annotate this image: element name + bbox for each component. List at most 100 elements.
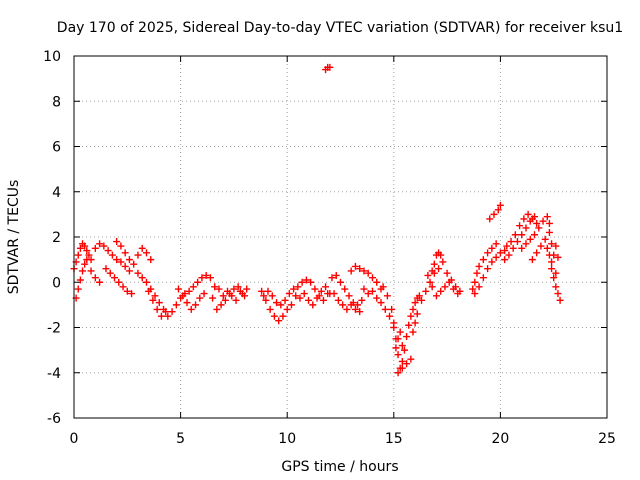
- data-point: [138, 274, 146, 282]
- data-point: [196, 294, 204, 302]
- data-point: [260, 292, 268, 300]
- data-point: [484, 265, 492, 273]
- y-axis-label: SDTVAR / TECUs: [6, 180, 22, 295]
- data-point: [200, 290, 208, 298]
- data-point: [330, 290, 338, 298]
- data-point: [479, 256, 487, 264]
- data-point: [221, 296, 229, 304]
- data-point: [343, 305, 351, 313]
- data-point: [96, 278, 104, 286]
- data-point: [296, 294, 304, 302]
- data-point: [386, 312, 394, 320]
- data-point: [513, 238, 521, 246]
- data-point: [209, 294, 217, 302]
- data-point: [426, 278, 434, 286]
- data-point: [268, 292, 276, 300]
- data-point: [430, 260, 438, 268]
- data-point: [554, 290, 562, 298]
- data-point: [358, 296, 366, 304]
- data-point: [85, 251, 93, 259]
- data-point: [168, 308, 176, 316]
- data-point: [381, 305, 389, 313]
- data-point: [550, 251, 558, 259]
- data-point: [492, 253, 500, 261]
- data-point: [524, 210, 532, 218]
- data-point: [435, 265, 443, 273]
- data-point: [543, 213, 551, 221]
- data-point: [409, 305, 417, 313]
- data-point: [554, 253, 562, 261]
- data-point: [332, 271, 340, 279]
- data-point: [354, 301, 362, 309]
- y-tick-label: 6: [52, 140, 61, 156]
- data-point: [496, 201, 504, 209]
- x-tick-label: 20: [491, 431, 509, 447]
- data-point: [309, 301, 317, 309]
- data-point: [543, 244, 551, 252]
- data-point: [394, 351, 402, 359]
- data-point: [198, 274, 206, 282]
- data-point: [317, 287, 325, 295]
- data-point: [351, 305, 359, 313]
- data-point: [503, 242, 511, 250]
- data-point: [437, 287, 445, 295]
- data-point: [113, 238, 121, 246]
- data-point: [189, 283, 197, 291]
- x-tick-label: 25: [598, 431, 616, 447]
- data-point: [528, 215, 536, 223]
- data-point: [142, 249, 150, 257]
- data-point: [96, 240, 104, 248]
- data-point: [373, 294, 381, 302]
- data-point: [322, 283, 330, 291]
- data-point: [213, 305, 221, 313]
- data-point: [548, 240, 556, 248]
- data-point: [364, 269, 372, 277]
- data-point: [432, 292, 440, 300]
- data-point: [509, 244, 517, 252]
- data-point: [339, 301, 347, 309]
- data-point: [396, 328, 404, 336]
- data-point: [405, 321, 413, 329]
- data-point: [149, 296, 157, 304]
- data-points: [70, 63, 564, 377]
- data-point: [407, 355, 415, 363]
- data-point: [496, 249, 504, 257]
- data-point: [79, 267, 87, 275]
- data-point: [102, 265, 110, 273]
- y-tick-label: 10: [43, 49, 61, 65]
- data-point: [121, 262, 129, 270]
- data-point: [128, 290, 136, 298]
- data-point: [337, 278, 344, 286]
- data-point: [552, 242, 560, 250]
- data-point: [328, 274, 336, 282]
- data-point: [379, 283, 387, 291]
- data-point: [377, 299, 385, 307]
- data-point: [400, 346, 408, 354]
- data-point: [76, 276, 84, 284]
- data-point: [305, 296, 313, 304]
- data-point: [262, 296, 270, 304]
- data-point: [300, 290, 308, 298]
- data-point: [236, 287, 244, 295]
- data-point: [192, 301, 200, 309]
- data-point: [298, 278, 306, 286]
- data-point: [548, 258, 556, 266]
- data-point: [104, 247, 112, 255]
- data-point: [520, 215, 528, 223]
- data-point: [437, 251, 445, 259]
- data-point: [313, 294, 321, 302]
- data-point: [174, 285, 182, 293]
- data-point: [230, 285, 238, 293]
- data-point: [219, 292, 227, 300]
- data-point: [228, 292, 236, 300]
- data-point: [347, 267, 355, 275]
- data-point: [411, 319, 419, 327]
- data-point: [241, 292, 249, 300]
- data-point: [341, 285, 349, 293]
- data-point: [413, 310, 421, 318]
- data-point: [528, 256, 536, 264]
- data-point: [447, 276, 455, 284]
- data-point: [403, 360, 411, 368]
- data-point: [138, 244, 146, 252]
- data-point: [545, 228, 553, 236]
